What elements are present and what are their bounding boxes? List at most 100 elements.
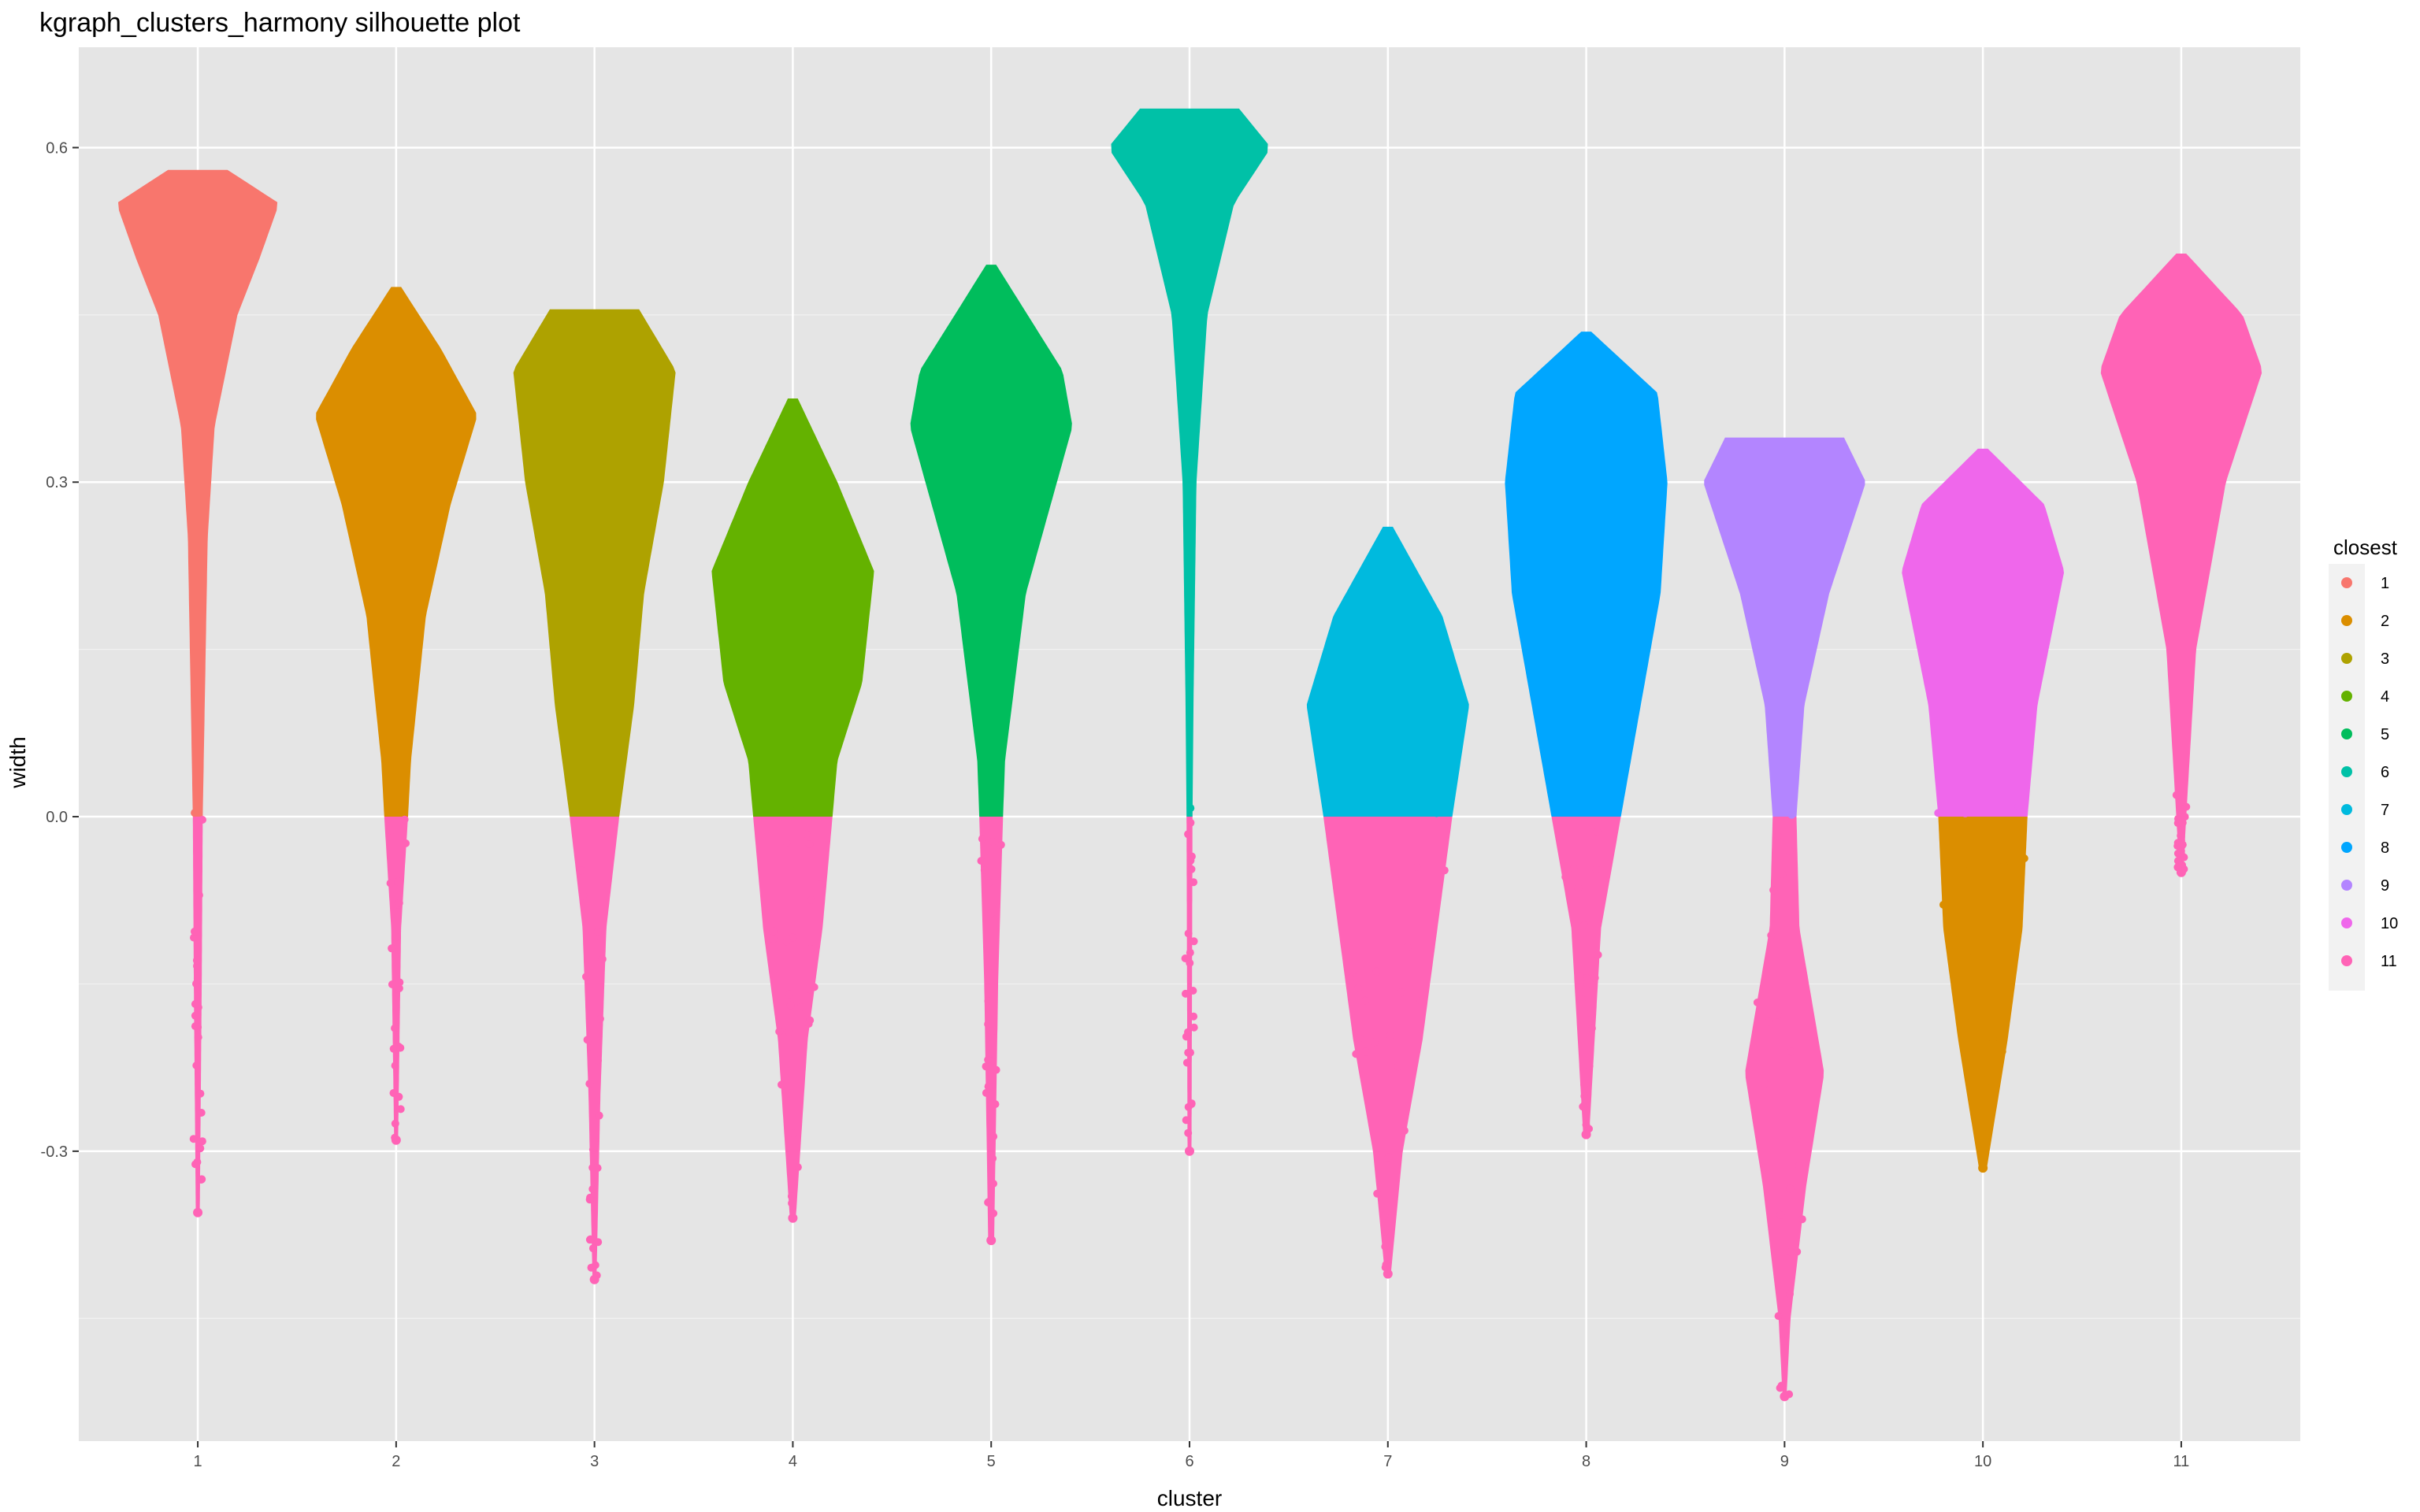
data-point — [396, 1105, 405, 1114]
legend-label: 9 — [2381, 877, 2389, 895]
legend-swatch — [2341, 691, 2352, 702]
data-point — [1184, 830, 1193, 839]
data-point — [2182, 802, 2191, 811]
data-point — [593, 928, 602, 936]
data-point — [588, 1163, 597, 1172]
data-point — [598, 954, 607, 963]
data-point — [386, 879, 395, 888]
data-point — [1190, 1023, 1198, 1032]
cluster-1-dots — [189, 809, 206, 1217]
data-point — [980, 865, 989, 874]
cluster-10-dots — [1934, 802, 2028, 1173]
legend-item-5: 5 — [2330, 717, 2389, 751]
data-point — [392, 932, 400, 941]
data-point — [2000, 861, 2009, 869]
data-point — [1774, 1312, 1783, 1321]
data-point — [775, 1027, 784, 1036]
data-point — [987, 910, 995, 918]
legend-title: closest — [2333, 536, 2398, 559]
data-point — [1593, 827, 1602, 836]
data-point — [1190, 878, 1198, 887]
data-point — [1774, 1010, 1783, 1019]
data-point — [195, 891, 203, 899]
data-point — [1798, 1215, 1806, 1224]
y-tick-label: 0.0 — [46, 809, 68, 826]
data-point — [1977, 1069, 1986, 1077]
data-point — [1381, 1243, 1390, 1251]
cluster-5-violin — [910, 265, 1072, 1241]
data-point — [1787, 1047, 1795, 1056]
legend-item-3: 3 — [2330, 641, 2389, 676]
data-point — [778, 1080, 785, 1089]
data-point — [579, 891, 588, 900]
data-point — [1587, 1024, 1596, 1032]
legend-label: 6 — [2381, 764, 2389, 781]
data-point — [1587, 1009, 1595, 1017]
data-point — [1355, 1034, 1364, 1043]
data-point — [595, 1111, 603, 1120]
data-point — [1970, 1046, 1979, 1054]
y-tick-label: -0.3 — [41, 1143, 68, 1161]
data-point — [196, 1089, 205, 1098]
data-point — [191, 928, 200, 936]
violin-shapes — [118, 108, 2262, 1397]
data-point — [1760, 1163, 1769, 1172]
legend-item-11: 11 — [2330, 943, 2397, 978]
data-point — [1182, 989, 1190, 998]
data-point — [1181, 954, 1190, 962]
data-point — [1964, 954, 1973, 962]
data-point — [1590, 973, 1599, 982]
data-point — [1400, 1126, 1409, 1135]
data-point — [1384, 1153, 1393, 1162]
data-point — [984, 1055, 993, 1064]
legend-label: 3 — [2381, 650, 2389, 668]
min-point — [193, 1207, 203, 1217]
cluster-2-dots — [386, 806, 410, 1145]
data-point — [992, 1065, 1000, 1074]
data-point — [1761, 1080, 1769, 1088]
data-point — [395, 899, 403, 907]
data-point — [589, 1043, 597, 1052]
cluster-5-dots — [977, 835, 1005, 1246]
data-point — [586, 1235, 595, 1243]
violin-negative-part — [1938, 817, 2028, 1169]
data-point — [1184, 1028, 1192, 1036]
data-point — [1184, 1128, 1193, 1137]
data-point — [1993, 834, 2002, 843]
data-point — [1372, 967, 1381, 976]
data-point — [1583, 973, 1591, 982]
data-point — [596, 1014, 604, 1023]
data-point — [810, 983, 818, 991]
data-point — [978, 835, 986, 843]
data-point — [2177, 797, 2186, 806]
data-point — [1999, 946, 2007, 954]
min-point — [2176, 867, 2186, 877]
data-point — [988, 1032, 996, 1041]
data-point — [769, 935, 778, 943]
min-point — [986, 1236, 997, 1246]
data-point — [1361, 996, 1369, 1005]
y-tick-label: 0.3 — [46, 474, 68, 491]
cluster-7-dots — [1346, 809, 1449, 1279]
x-tick-label: 1 — [194, 1453, 202, 1470]
data-point — [989, 837, 997, 846]
x-tick-label: 7 — [1383, 1453, 1392, 1470]
data-point — [1950, 936, 1958, 944]
data-point — [1186, 856, 1195, 865]
cluster-11-dots — [2172, 791, 2191, 877]
x-tick-label: 4 — [789, 1453, 797, 1470]
data-point — [1432, 809, 1441, 817]
data-point — [2014, 802, 2023, 810]
data-point — [1184, 929, 1193, 938]
data-point — [198, 1175, 206, 1184]
legend: closest 1 2 3 4 5 6 7 8 9 10 11 — [2329, 536, 2398, 991]
data-point — [1576, 988, 1584, 996]
data-point — [1186, 818, 1195, 827]
y-axis: -0.3 0.0 0.3 0.6 — [41, 139, 79, 1161]
data-point — [1412, 863, 1421, 872]
data-point — [2001, 955, 2010, 963]
data-point — [1980, 1153, 1988, 1162]
data-point — [1962, 912, 1971, 921]
data-point — [991, 1100, 1000, 1109]
data-point — [588, 1145, 597, 1154]
